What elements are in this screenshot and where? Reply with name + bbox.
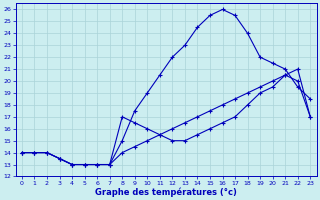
- X-axis label: Graphe des températures (°c): Graphe des températures (°c): [95, 187, 237, 197]
